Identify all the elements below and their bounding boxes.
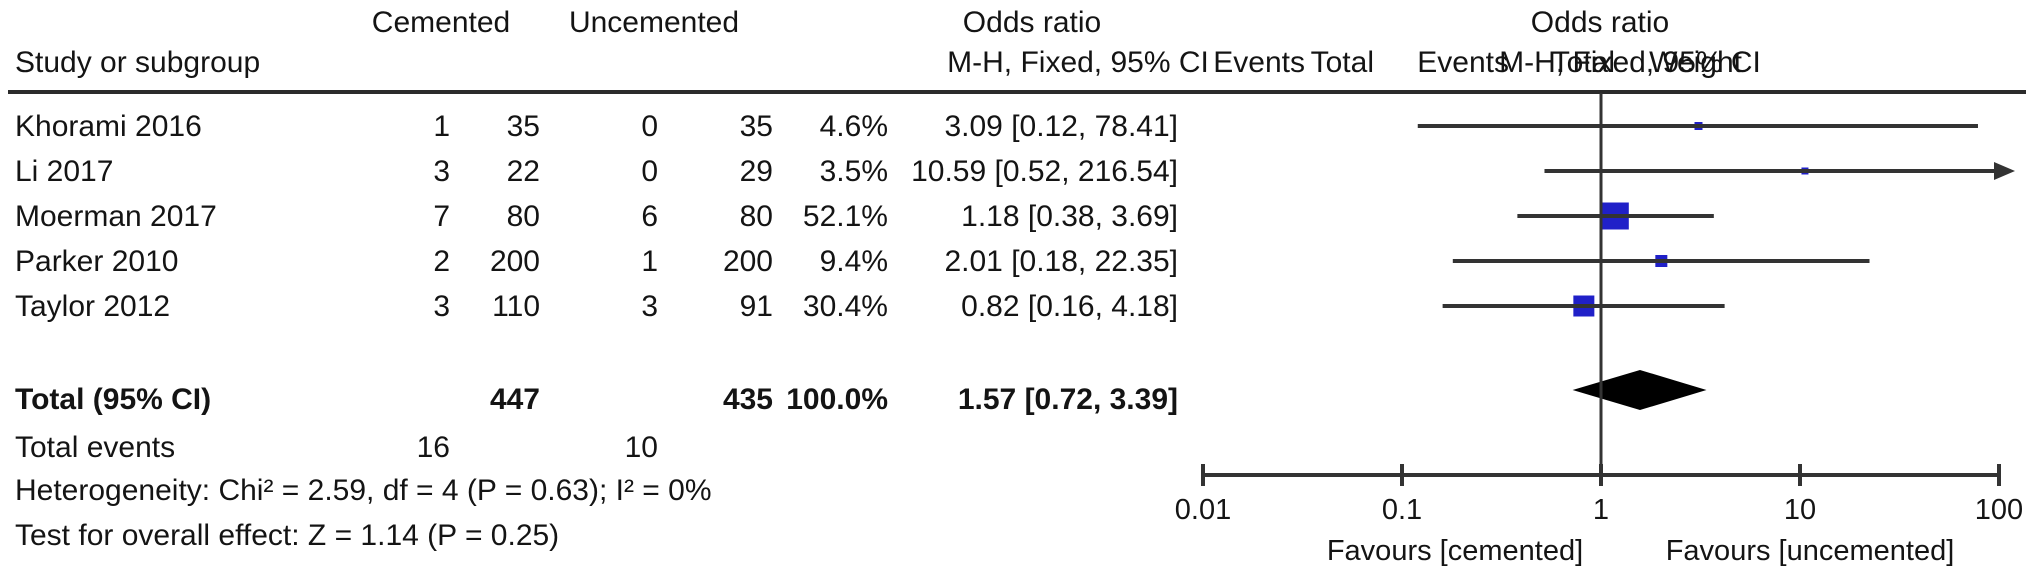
events2-cell: 0: [641, 155, 658, 188]
total1-cell: 200: [489, 245, 540, 278]
axis-tick-label: 0.1: [1382, 494, 1422, 526]
study-row: Taylor 2012 3 110 3 91 30.4% 0.82 [0.16,…: [0, 284, 1180, 329]
or-subtitle-header: M-H, Fixed, 95% CI: [947, 46, 1209, 79]
events2-cell: 0: [641, 110, 658, 143]
weight-cell: 30.4%: [802, 290, 888, 323]
events2-cell: 3: [641, 290, 658, 323]
total1-cell: 35: [506, 110, 540, 143]
heterogeneity-text: Heterogeneity: Chi² = 2.59, df = 4 (P = …: [15, 474, 712, 507]
total2-sum: 435: [722, 383, 773, 416]
group2-title: Uncemented: [568, 6, 740, 39]
or-ci-cell: 0.82 [0.16, 4.18]: [961, 290, 1178, 323]
col-events1-header: Events: [1213, 46, 1305, 79]
col-weight-header: Weight: [1649, 46, 1742, 79]
col-total2-header: Total: [1551, 46, 1615, 79]
ci-arrow-right-icon: [1994, 162, 2015, 180]
group1-title: Cemented: [371, 6, 511, 39]
header-separator-line: [8, 90, 2026, 94]
events2-cell: 1: [641, 245, 658, 278]
axis-tick-label: 10: [1784, 494, 1816, 526]
study-row: Li 2017 3 22 0 29 3.5% 10.59 [0.52, 216.…: [0, 149, 1180, 194]
axis-tick-label: 0.01: [1175, 494, 1231, 526]
total2-cell: 29: [739, 155, 773, 188]
total-row: Total (95% CI) 447 435 100.0% 1.57 [0.72…: [0, 377, 1180, 422]
weight-cell: 3.5%: [819, 155, 888, 188]
total2-cell: 80: [739, 200, 773, 233]
events1-cell: 1: [433, 110, 450, 143]
plot-subtitle-header: M-H, Fixed, 95% CI: [1499, 46, 1761, 79]
events2-cell: 6: [641, 200, 658, 233]
header-group-row: Cemented Uncemented Odds ratio Odds rati…: [0, 0, 2032, 45]
plot-title: Odds ratio: [1530, 6, 1670, 39]
total-events2: 10: [624, 431, 658, 464]
events1-cell: 2: [433, 245, 450, 278]
overall-effect-row: Test for overall effect: Z = 1.14 (P = 0…: [0, 513, 1400, 558]
total-events1: 16: [416, 431, 450, 464]
events1-cell: 3: [433, 290, 450, 323]
col-total1-header: Total: [1310, 46, 1374, 79]
study-label: Taylor 2012: [15, 290, 171, 323]
total-label: Total (95% CI): [15, 383, 212, 416]
study-label: Parker 2010: [15, 245, 179, 278]
heterogeneity-row: Heterogeneity: Chi² = 2.59, df = 4 (P = …: [0, 468, 1400, 513]
events1-cell: 7: [433, 200, 450, 233]
overall-effect-text: Test for overall effect: Z = 1.14 (P = 0…: [15, 519, 560, 552]
weight-cell: 4.6%: [819, 110, 888, 143]
total-events-label: Total events: [15, 431, 176, 464]
total2-cell: 91: [739, 290, 773, 323]
or-ci-cell: 3.09 [0.12, 78.41]: [944, 110, 1178, 143]
total1-cell: 110: [492, 290, 540, 323]
weight-cell: 9.4%: [819, 245, 888, 278]
total-events-row: Total events 16 10: [0, 425, 1180, 470]
or-ci-cell: 1.18 [0.38, 3.69]: [961, 200, 1178, 233]
study-label: Moerman 2017: [15, 200, 217, 233]
total-or-ci: 1.57 [0.72, 3.39]: [957, 383, 1178, 416]
axis-tick-label: 1: [1593, 494, 1609, 526]
axis-tick-label: 100: [1975, 494, 2023, 526]
total2-cell: 200: [722, 245, 773, 278]
total1-cell: 22: [506, 155, 540, 188]
favours-right-label: Favours [uncemented]: [1666, 535, 1955, 567]
total2-cell: 35: [739, 110, 773, 143]
events1-cell: 3: [433, 155, 450, 188]
study-label: Li 2017: [15, 155, 114, 188]
or-ci-cell: 10.59 [0.52, 216.54]: [911, 155, 1178, 188]
header-column-row: Study or subgroup Events Total Events To…: [0, 40, 2032, 85]
total1-sum: 447: [489, 383, 540, 416]
weight-sum: 100.0%: [786, 383, 888, 416]
or-ci-cell: 2.01 [0.18, 22.35]: [944, 245, 1178, 278]
study-row: Khorami 2016 1 35 0 35 4.6% 3.09 [0.12, …: [0, 104, 1180, 149]
odds-ratio-title: Odds ratio: [962, 6, 1102, 39]
weight-cell: 52.1%: [802, 200, 888, 233]
favours-left-label: Favours [cemented]: [1327, 535, 1583, 567]
summary-diamond: [1572, 370, 1707, 410]
col-study-header: Study or subgroup: [15, 46, 261, 79]
study-label: Khorami 2016: [15, 110, 202, 143]
study-row: Parker 2010 2 200 1 200 9.4% 2.01 [0.18,…: [0, 239, 1180, 284]
total1-cell: 80: [506, 200, 540, 233]
col-events2-header: Events: [1417, 46, 1509, 79]
study-row: Moerman 2017 7 80 6 80 52.1% 1.18 [0.38,…: [0, 194, 1180, 239]
